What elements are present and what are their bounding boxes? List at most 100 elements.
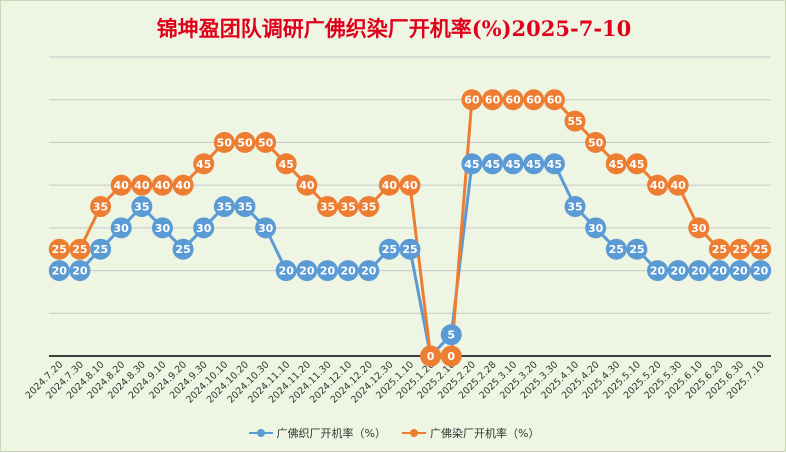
data-label: 60 [505,94,521,107]
data-label: 50 [237,136,253,149]
data-point [151,174,173,196]
data-point [378,174,400,196]
data-label: 45 [505,158,520,171]
data-label: 25 [712,243,727,256]
data-point [564,196,586,217]
data-point [69,238,91,260]
data-label: 20 [340,265,356,278]
data-label: 25 [382,243,397,256]
data-point [688,217,710,239]
data-label: 20 [691,265,707,278]
data-point [647,260,669,282]
chart-title: 锦坤盈团队调研广佛织染厂开机率(%)2025-7-10 [156,16,632,41]
data-label: 20 [732,265,748,278]
data-point [523,89,545,111]
data-label: 25 [732,243,747,256]
data-label: 40 [134,179,150,192]
data-label: 45 [629,158,644,171]
data-label: 60 [547,94,563,107]
data-point [193,217,215,239]
data-label: 40 [114,179,130,192]
data-label: 30 [114,222,130,235]
data-point [337,260,359,282]
data-label: 50 [588,136,604,149]
data-label: 20 [712,265,728,278]
data-label: 35 [361,201,376,214]
data-point [729,238,751,260]
data-label: 30 [155,222,171,235]
data-label: 35 [567,201,582,214]
data-point [213,196,235,217]
data-point [234,196,256,217]
data-point [399,174,421,196]
data-label: 45 [485,158,500,171]
data-point [420,345,442,367]
data-point [482,153,504,175]
data-label: 35 [93,201,108,214]
data-point [110,217,132,239]
data-point [543,153,565,175]
legend-item: 广佛染厂开机率（%） [402,425,539,441]
data-point [502,153,524,175]
data-point [647,174,669,196]
data-label: 5 [447,329,455,342]
data-point [399,238,421,260]
data-point [708,260,730,282]
data-label: 45 [279,158,294,171]
data-point [750,260,772,282]
legend-swatch [402,428,426,438]
legend-label: 广佛染厂开机率（%） [430,427,540,440]
data-label: 55 [567,115,582,128]
data-point [461,153,483,175]
data-label: 0 [447,350,455,363]
data-label: 45 [196,158,211,171]
data-label: 60 [464,94,480,107]
data-point [296,260,318,282]
data-point [48,238,70,260]
data-point [605,238,627,260]
data-label: 0 [427,350,435,363]
data-point [667,174,689,196]
data-label: 25 [52,243,67,256]
data-point [502,89,524,111]
data-point [708,238,730,260]
data-point [337,196,359,217]
data-label: 20 [299,265,315,278]
data-point [543,89,565,111]
data-point [151,217,173,239]
data-point [585,217,607,239]
data-point [90,238,112,260]
data-label: 35 [320,201,335,214]
data-label: 25 [93,243,108,256]
data-point [688,260,710,282]
data-point [523,153,545,175]
data-label: 50 [217,136,233,149]
data-point [255,217,277,239]
data-label: 25 [402,243,417,256]
data-label: 35 [237,201,252,214]
data-label: 20 [753,265,769,278]
data-label: 35 [134,201,149,214]
data-label: 20 [52,265,68,278]
data-label: 30 [196,222,212,235]
data-label: 30 [691,222,707,235]
data-point [667,260,689,282]
data-label: 25 [629,243,644,256]
data-point [378,238,400,260]
data-point [358,196,380,217]
data-label: 30 [588,222,604,235]
data-point [172,238,194,260]
legend-swatch [248,428,273,438]
data-point [440,345,462,367]
data-point [296,174,318,196]
data-point [729,260,751,282]
data-label: 40 [299,179,315,192]
legend: 广佛织厂开机率（%） 广佛染厂开机率（%） [1,425,786,441]
data-label: 30 [258,222,274,235]
data-point [626,153,648,175]
data-point [193,153,215,175]
data-point [213,131,235,153]
data-label: 40 [175,179,191,192]
